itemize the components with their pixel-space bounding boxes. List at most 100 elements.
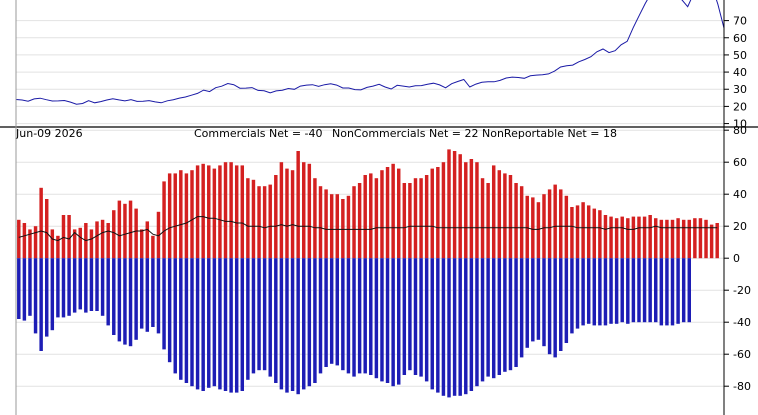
noncommercials-bar — [609, 216, 613, 259]
commercials-bar — [570, 258, 574, 334]
noncommercials-bar — [497, 170, 502, 259]
commercials-bar — [614, 258, 619, 324]
noncommercials-bar — [89, 229, 94, 259]
commercials-bar — [329, 258, 334, 364]
noncommercials-bar — [162, 181, 166, 259]
commercials-bar — [380, 258, 384, 382]
noncommercials-bar — [408, 183, 412, 259]
commercials-bar — [508, 258, 513, 371]
noncommercials-bar — [486, 183, 490, 259]
noncommercials-bar — [491, 165, 496, 259]
price-tick-label: 20 — [733, 100, 747, 113]
noncommercials-bar — [519, 186, 524, 259]
commercials-bar — [547, 258, 552, 355]
noncommercials-bars — [17, 149, 719, 259]
commercials-bar — [575, 258, 580, 329]
noncommercials-bar — [33, 226, 38, 259]
noncommercials-bar — [369, 173, 373, 259]
noncommercials-bar — [251, 179, 256, 259]
noncommercials-bar — [676, 218, 680, 259]
commercials-bar — [363, 258, 367, 374]
commercials-bar — [318, 258, 323, 374]
noncommercials-bar — [17, 219, 21, 259]
noncommercials-bar — [100, 219, 105, 259]
commercials-bar — [33, 258, 38, 334]
commercials-bar — [525, 258, 529, 348]
noncommercials-bar — [586, 205, 591, 259]
commercials-bar — [346, 258, 351, 374]
noncommercials-bar — [665, 219, 669, 259]
commercials-bar — [441, 258, 446, 396]
commercials-bar — [207, 258, 211, 388]
noncommercials-bar — [575, 205, 580, 259]
noncommercials-bar — [195, 165, 200, 259]
commercials-bar — [173, 258, 177, 374]
commercials-bar — [430, 258, 434, 390]
header-noncommercials-net: NonCommercials Net = 22 — [332, 127, 478, 140]
commercials-bar — [56, 258, 60, 318]
price-tick-label: 70 — [733, 15, 747, 28]
commercials-bar — [447, 258, 451, 398]
noncommercials-bar — [514, 183, 518, 259]
cot-tick-label: 20 — [733, 220, 747, 233]
commercials-bar — [100, 258, 105, 316]
commercials-bar — [676, 258, 680, 324]
noncommercials-bar — [262, 186, 267, 259]
commercials-bar — [156, 258, 161, 334]
commercials-bar — [324, 258, 328, 367]
commercials-bar — [514, 258, 518, 367]
commercials-bar — [357, 258, 362, 374]
noncommercials-bar — [385, 167, 390, 259]
commercials-bar — [195, 258, 200, 390]
commercials-bar — [486, 258, 490, 377]
noncommercials-bar — [564, 195, 569, 259]
noncommercials-bar — [447, 149, 451, 259]
cot-tick-label: 0 — [733, 252, 740, 265]
commercials-bar — [424, 258, 429, 382]
noncommercials-bar — [302, 162, 306, 259]
noncommercials-bar — [139, 229, 144, 259]
noncommercials-bar — [106, 223, 110, 259]
noncommercials-bar — [637, 216, 641, 259]
commercials-bar — [620, 258, 624, 323]
noncommercials-bar — [648, 215, 652, 259]
noncommercials-bar — [296, 151, 300, 259]
noncommercials-bar — [715, 223, 719, 259]
commercials-bar — [78, 258, 82, 310]
noncommercials-bar — [128, 200, 133, 259]
noncommercials-bar — [223, 162, 228, 259]
commercials-bar — [262, 258, 267, 371]
commercials-bar — [491, 258, 496, 379]
noncommercials-bar — [274, 175, 278, 259]
noncommercials-bar — [257, 186, 261, 259]
noncommercials-bar — [246, 178, 250, 259]
noncommercials-bar — [290, 170, 295, 259]
noncommercials-bar — [436, 167, 440, 259]
commercials-bar — [212, 258, 217, 387]
commercials-bar — [452, 258, 457, 396]
commercials-bar — [95, 258, 99, 311]
commercials-bar — [475, 258, 479, 387]
commercials-bar — [464, 258, 468, 395]
commercials-bar — [240, 258, 245, 391]
commercials-bar — [151, 258, 155, 327]
noncommercials-bar — [458, 154, 462, 259]
commercials-bar — [179, 258, 183, 380]
commercials-bar — [106, 258, 110, 326]
commercials-bar — [665, 258, 669, 326]
noncommercials-bar — [464, 162, 468, 259]
commercials-bar — [290, 258, 295, 391]
noncommercials-bar — [212, 168, 217, 259]
commercials-bar — [352, 258, 356, 377]
noncommercials-bar — [324, 189, 328, 259]
noncommercials-bar — [22, 223, 27, 259]
commercials-bar — [586, 258, 591, 324]
commercials-bar — [190, 258, 194, 387]
noncommercials-bar — [179, 170, 183, 259]
commercials-bar — [553, 258, 557, 358]
cot-header: Jun-09 2026 Commercials Net = -40 NonCom… — [15, 127, 617, 140]
noncommercials-bar — [603, 215, 608, 259]
noncommercials-bar — [78, 227, 82, 259]
noncommercials-bar — [430, 168, 434, 259]
